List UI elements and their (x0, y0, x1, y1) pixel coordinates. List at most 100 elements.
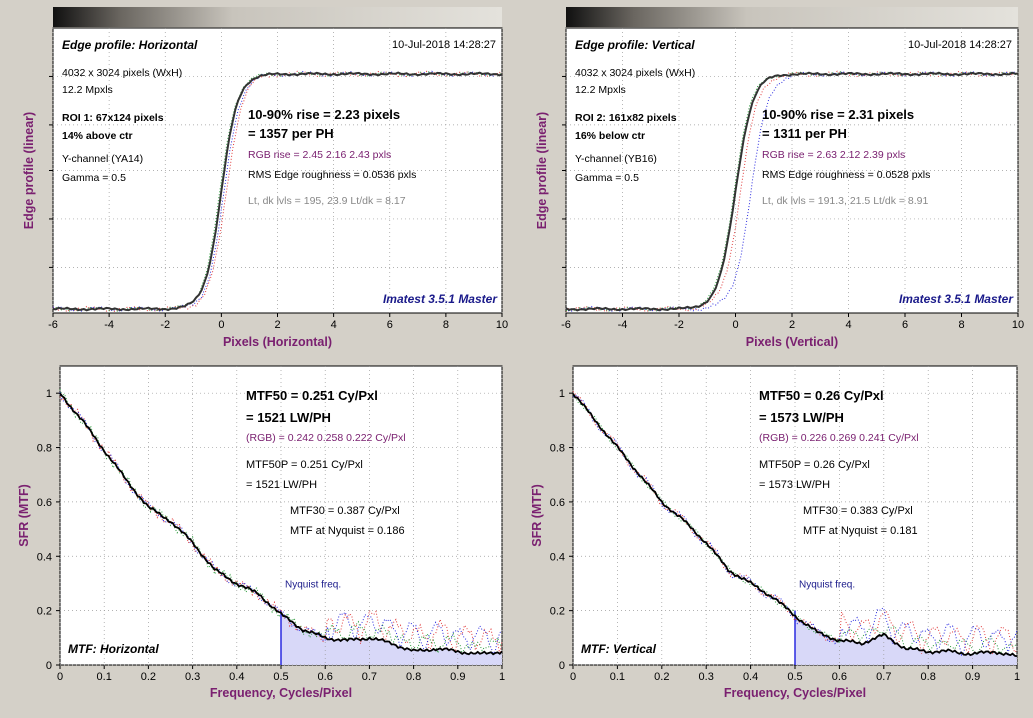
timestamp: 10-Jul-2018 14:28:27 (908, 39, 1012, 51)
mtf-v-chart: 0 0.1 0.2 0.3 0.4 0.5 0.6 0.7 0.8 0.9 1 0 0.2 0.4 0.6 0… (530, 365, 1020, 700)
x-tick-label: 10 (1012, 319, 1024, 331)
x-tick-label: 0.7 (876, 671, 891, 683)
info-line: ROI 2: 161x82 pixels (575, 112, 677, 124)
info-line: 16% below ctr (575, 130, 645, 142)
luminance-mtf-line (572, 393, 1018, 658)
nyquist-region (281, 612, 502, 665)
x-tick-label: -6 (48, 319, 58, 331)
x-axis-label: Pixels (Horizontal) (223, 335, 332, 349)
x-tick-label: 0.5 (787, 671, 802, 683)
blue-channel-mtf (59, 392, 503, 655)
mtf30-value: MTF30 = 0.383 Cy/Pxl (803, 505, 913, 517)
mtf50-value: MTF50 = 0.251 Cy/Pxl (246, 388, 378, 403)
rgb-rise: RGB rise = 2.45 2.16 2.43 pxls (248, 149, 391, 161)
mtf-h-chart: 0 0.1 0.2 0.3 0.4 0.5 0.6 0.7 0.8 0.9 1 0 0.2 0.4 0.6 0… (17, 365, 505, 700)
x-tick-label: 8 (443, 319, 449, 331)
y-tick-label: 0.6 (37, 497, 52, 509)
edge-v-chart: -6 -4 -2 0 2 4 6 8 10 Edge profile: Vertical 10-Ju… (535, 27, 1024, 349)
x-tick-label: 0.6 (832, 671, 847, 683)
x-tick-label: 10 (496, 319, 508, 331)
x-tick-label: 0.5 (273, 671, 288, 683)
info-line: Gamma = 0.5 (62, 172, 126, 184)
y-tick-label: 0.4 (37, 551, 52, 563)
mtf-at-nyquist: MTF at Nyquist = 0.181 (803, 525, 918, 537)
mtf50-rgb: (RGB) = 0.242 0.258 0.222 Cy/Pxl (246, 432, 406, 444)
x-tick-label: 0.8 (406, 671, 421, 683)
rise-value: 10-90% rise = 2.31 pixels (762, 107, 914, 122)
timestamp: 10-Jul-2018 14:28:27 (392, 39, 496, 51)
luminance-line (52, 71, 503, 312)
x-tick-label: 0.4 (229, 671, 244, 683)
x-tick-label: 1 (1014, 671, 1020, 683)
rgb-rise: RGB rise = 2.63 2.12 2.39 pxls (762, 149, 905, 161)
info-line: 12.2 Mpxls (62, 84, 113, 96)
info-line: Y-channel (YA14) (62, 153, 143, 165)
y-tick-label: 0 (46, 660, 52, 672)
chart-title: MTF: Horizontal (68, 642, 159, 656)
edge-h-chart: -6 -4 -2 0 2 4 6 8 10 Edge profile: Horizontal 10-… (22, 27, 508, 349)
luminance-line (565, 71, 1019, 312)
y-axis-label: Edge profile (linear) (535, 112, 549, 229)
info-line: Y-channel (YB16) (575, 153, 657, 165)
x-tick-label: 0 (218, 319, 224, 331)
info-line: ROI 1: 67x124 pixels (62, 112, 164, 124)
green-channel-line (52, 71, 503, 312)
mtf50-lwph: = 1573 LW/PH (759, 410, 844, 425)
chart-title: Edge profile: Vertical (575, 38, 695, 52)
mtf30-value: MTF30 = 0.387 Cy/Pxl (290, 505, 400, 517)
nyquist-label: Nyquist freq. (799, 579, 855, 590)
y-tick-label: 0.2 (550, 606, 565, 618)
y-tick-label: 0.6 (550, 497, 565, 509)
mtf50-lwph: = 1521 LW/PH (246, 410, 331, 425)
x-tick-label: 0.3 (185, 671, 200, 683)
y-tick-label: 0.8 (37, 443, 52, 455)
mtf50p-lwph: = 1573 LW/PH (759, 479, 830, 491)
y-tick-label: 1 (559, 388, 565, 400)
info-line: 4032 x 3024 pixels (WxH) (575, 67, 695, 79)
nyquist-label: Nyquist freq. (285, 579, 341, 590)
light-dark-levels: Lt, dk lvls = 195, 23.9 Lt/dk = 8.17 (248, 195, 406, 207)
rise-value: 10-90% rise = 2.23 pixels (248, 107, 400, 122)
x-axis-label: Pixels (Vertical) (746, 335, 838, 349)
y-tick-label: 0.4 (550, 551, 565, 563)
mtf50p-lwph: = 1521 LW/PH (246, 479, 317, 491)
x-tick-label: 0.9 (965, 671, 980, 683)
y-axis-label: SFR (MTF) (530, 484, 544, 546)
x-tick-label: 4 (331, 319, 337, 331)
x-tick-label: 0.4 (743, 671, 758, 683)
info-line: Gamma = 0.5 (575, 172, 639, 184)
x-tick-label: -2 (674, 319, 684, 331)
red-channel-mtf (572, 391, 1018, 656)
blue-channel-mtf (572, 394, 1018, 657)
x-tick-label: -6 (561, 319, 571, 331)
mtf50-rgb: (RGB) = 0.226 0.269 0.241 Cy/Pxl (759, 432, 919, 444)
info-line: 12.2 Mpxls (575, 84, 626, 96)
chart-title: Edge profile: Horizontal (62, 38, 198, 52)
x-tick-label: 1 (499, 671, 505, 683)
mtf50p-value: MTF50P = 0.26 Cy/Pxl (759, 459, 870, 471)
rise-per-ph: = 1357 per PH (248, 126, 334, 141)
watermark: Imatest 3.5.1 Master (899, 292, 1014, 306)
watermark: Imatest 3.5.1 Master (383, 292, 498, 306)
gradient-strip (53, 7, 502, 27)
edge-roughness: RMS Edge roughness = 0.0536 pxls (248, 169, 416, 181)
x-tick-label: 2 (274, 319, 280, 331)
chart-title: MTF: Vertical (581, 642, 657, 656)
x-tick-label: 0 (57, 671, 63, 683)
x-tick-label: 4 (845, 319, 851, 331)
x-tick-label: 0.2 (141, 671, 156, 683)
gradient-strip (566, 7, 1018, 27)
x-tick-label: 2 (789, 319, 795, 331)
x-tick-label: 0 (732, 319, 738, 331)
info-line: 14% above ctr (62, 130, 133, 142)
x-tick-label: 0.1 (97, 671, 112, 683)
x-tick-label: 0.1 (610, 671, 625, 683)
y-tick-label: 0.2 (37, 606, 52, 618)
mtf50p-value: MTF50P = 0.251 Cy/Pxl (246, 459, 363, 471)
x-axis-label: Frequency, Cycles/Pixel (210, 686, 352, 700)
x-tick-label: 0.2 (654, 671, 669, 683)
y-tick-label: 1 (46, 388, 52, 400)
x-tick-label: 0.3 (699, 671, 714, 683)
x-tick-label: 0.8 (921, 671, 936, 683)
x-axis-label: Frequency, Cycles/Pixel (724, 686, 866, 700)
